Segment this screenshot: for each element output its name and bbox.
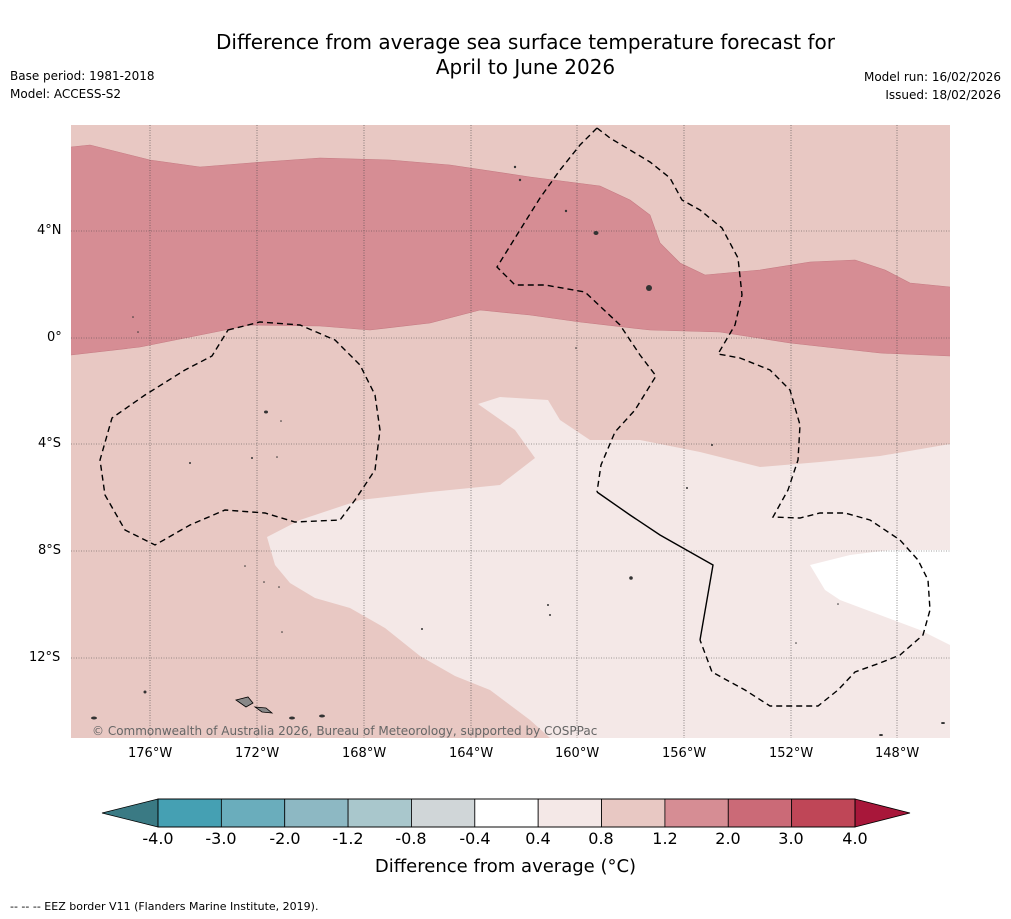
eez-northern xyxy=(496,127,657,493)
cb-tick-1: -3.0 xyxy=(205,829,237,848)
lat-label-8s: 8°S xyxy=(38,543,62,558)
band-0.4-0.8 xyxy=(267,397,950,738)
eez-footnote: -- -- -- EEZ border V11 (Flanders Marine… xyxy=(10,900,319,913)
cb-tick-3: -1.2 xyxy=(332,829,364,848)
lon-label-156w: 156°W xyxy=(662,746,707,761)
islands xyxy=(91,165,945,736)
band-1.2-2.0 xyxy=(71,145,950,356)
copyright-notice: © Commonwealth of Australia 2026, Bureau… xyxy=(92,724,597,738)
base-period: Base period: 1981-2018 xyxy=(10,69,155,83)
title-line-1: Difference from average sea surface temp… xyxy=(215,30,835,54)
colorbar-cell-10 xyxy=(791,798,856,828)
lon-label-168w: 168°W xyxy=(342,746,387,761)
lon-label-172w: 172°W xyxy=(235,746,280,761)
colorbar-cell-2 xyxy=(284,798,349,828)
lon-label-152w: 152°W xyxy=(769,746,814,761)
cb-tick-6: 0.4 xyxy=(525,829,551,848)
lon-label-176w: 176°W xyxy=(128,746,173,761)
title-line-2: April to June 2026 xyxy=(435,55,616,79)
meta-right: Model run: 16/02/2026 Issued: 18/02/2026 xyxy=(864,68,1001,104)
colorbar-under-triangle xyxy=(101,798,159,828)
issued-date: Issued: 18/02/2026 xyxy=(885,88,1001,102)
cb-tick-7: 0.8 xyxy=(588,829,614,848)
cb-tick-11: 4.0 xyxy=(842,829,868,848)
colorbar-cell-8 xyxy=(664,798,729,828)
colorbar-title: Difference from average (°C) xyxy=(374,856,637,877)
samoa-island-1 xyxy=(235,696,254,708)
graticule xyxy=(71,125,950,738)
eez-borders xyxy=(99,127,931,707)
lat-label-0: 0° xyxy=(47,330,62,345)
colorbar xyxy=(101,798,911,828)
colorbar-over-triangle xyxy=(854,798,911,828)
eez-solid xyxy=(596,491,714,641)
cb-tick-4: -0.8 xyxy=(395,829,427,848)
map-title: Difference from average sea surface temp… xyxy=(20,30,1011,80)
colorbar-cell-7 xyxy=(601,798,666,828)
colorbar-cell-1 xyxy=(220,798,286,828)
colorbar-cell-3 xyxy=(347,798,412,828)
eez-kiribati-line xyxy=(596,127,931,707)
colorbar-cell-6 xyxy=(537,798,602,828)
lon-label-164w: 164°W xyxy=(449,746,494,761)
meta-left: Base period: 1981-2018 Model: ACCESS-S2 xyxy=(10,67,155,103)
lat-label-4n: 4°N xyxy=(37,223,62,238)
cb-tick-5: -0.4 xyxy=(459,829,491,848)
band-neutral xyxy=(810,550,950,645)
cb-tick-8: 1.2 xyxy=(652,829,678,848)
colorbar-cell-0 xyxy=(157,798,222,828)
cb-tick-2: -2.0 xyxy=(269,829,301,848)
eez-tokelau xyxy=(99,321,381,546)
samoa-island-2 xyxy=(253,706,274,714)
anomaly-field: © Commonwealth of Australia 2026, Bureau… xyxy=(71,125,950,738)
colorbar-cell-9 xyxy=(727,798,793,828)
model-run: Model run: 16/02/2026 xyxy=(863,70,1001,84)
colorbar-cell-4 xyxy=(411,798,476,828)
cb-tick-0: -4.0 xyxy=(142,829,174,848)
lon-label-160w: 160°W xyxy=(555,746,600,761)
lon-label-148w: 148°W xyxy=(875,746,920,761)
lat-label-4s: 4°S xyxy=(38,436,62,451)
model-name: Model: ACCESS-S2 xyxy=(10,87,122,101)
cb-tick-10: 3.0 xyxy=(778,829,804,848)
lat-label-12s: 12°S xyxy=(29,650,61,665)
colorbar-cell-5 xyxy=(474,798,539,828)
cb-tick-9: 2.0 xyxy=(715,829,741,848)
